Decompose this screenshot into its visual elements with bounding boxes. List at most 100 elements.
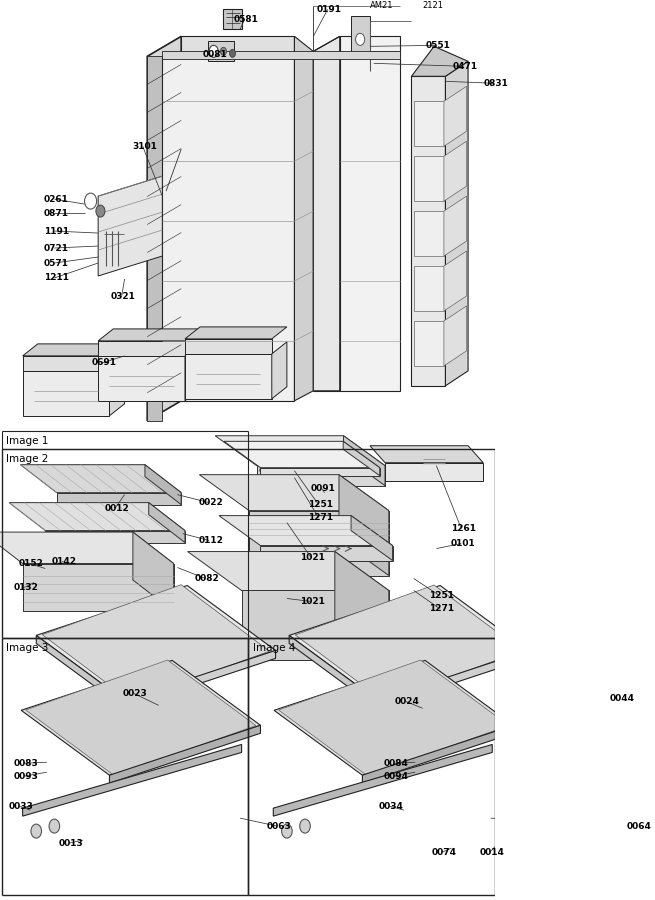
Circle shape bbox=[49, 819, 60, 833]
Text: 0831: 0831 bbox=[483, 79, 508, 88]
Polygon shape bbox=[411, 46, 468, 76]
Text: 0142: 0142 bbox=[51, 557, 77, 566]
Text: 0871: 0871 bbox=[44, 209, 69, 218]
Polygon shape bbox=[23, 744, 242, 816]
Circle shape bbox=[221, 48, 227, 55]
Polygon shape bbox=[444, 196, 466, 256]
Polygon shape bbox=[43, 585, 269, 701]
Text: 0191: 0191 bbox=[317, 4, 342, 13]
Text: 1271: 1271 bbox=[429, 604, 454, 613]
Polygon shape bbox=[249, 510, 389, 575]
Text: 0013: 0013 bbox=[59, 839, 84, 848]
Polygon shape bbox=[377, 651, 529, 708]
Text: 0094: 0094 bbox=[384, 771, 409, 780]
Polygon shape bbox=[295, 585, 523, 701]
Polygon shape bbox=[98, 176, 162, 276]
Circle shape bbox=[31, 824, 41, 838]
Polygon shape bbox=[273, 744, 493, 816]
Text: 0261: 0261 bbox=[44, 194, 69, 203]
Text: 1211: 1211 bbox=[44, 274, 69, 283]
Polygon shape bbox=[414, 266, 444, 310]
Text: 1021: 1021 bbox=[301, 553, 326, 562]
Polygon shape bbox=[23, 371, 109, 416]
Polygon shape bbox=[261, 468, 380, 476]
Polygon shape bbox=[36, 635, 124, 708]
Polygon shape bbox=[185, 327, 287, 339]
Text: 1261: 1261 bbox=[451, 524, 476, 533]
Polygon shape bbox=[242, 590, 389, 661]
Polygon shape bbox=[149, 502, 185, 543]
Polygon shape bbox=[224, 441, 380, 468]
Polygon shape bbox=[351, 16, 370, 57]
Text: 0033: 0033 bbox=[9, 802, 34, 811]
Polygon shape bbox=[272, 342, 287, 399]
Polygon shape bbox=[147, 36, 181, 421]
Text: Image 3: Image 3 bbox=[6, 644, 48, 653]
Text: 1191: 1191 bbox=[44, 227, 69, 236]
Polygon shape bbox=[295, 36, 313, 400]
Text: 0551: 0551 bbox=[426, 40, 451, 50]
Text: 1251: 1251 bbox=[429, 591, 454, 600]
Text: 0081: 0081 bbox=[202, 50, 227, 58]
Text: 0044: 0044 bbox=[609, 694, 634, 703]
Text: 0093: 0093 bbox=[14, 771, 39, 780]
Polygon shape bbox=[223, 9, 242, 30]
Polygon shape bbox=[208, 41, 234, 61]
Polygon shape bbox=[185, 339, 272, 354]
Text: 0022: 0022 bbox=[198, 498, 223, 507]
Polygon shape bbox=[529, 559, 548, 662]
Circle shape bbox=[84, 194, 97, 209]
Polygon shape bbox=[343, 441, 380, 476]
Polygon shape bbox=[23, 344, 124, 356]
Text: 0152: 0152 bbox=[19, 559, 44, 568]
Text: 3101: 3101 bbox=[132, 141, 157, 150]
Polygon shape bbox=[261, 545, 392, 561]
Text: 1271: 1271 bbox=[308, 513, 333, 522]
Text: AM21: AM21 bbox=[370, 1, 394, 10]
Text: Image 4: Image 4 bbox=[253, 644, 295, 653]
Polygon shape bbox=[187, 552, 389, 590]
Polygon shape bbox=[199, 474, 389, 510]
Text: 0091: 0091 bbox=[311, 484, 336, 493]
Text: 0064: 0064 bbox=[627, 822, 652, 831]
Polygon shape bbox=[185, 344, 200, 400]
Polygon shape bbox=[109, 725, 261, 783]
Text: 0014: 0014 bbox=[479, 848, 504, 857]
Circle shape bbox=[356, 33, 365, 45]
Polygon shape bbox=[278, 660, 509, 776]
Circle shape bbox=[96, 205, 105, 217]
Polygon shape bbox=[340, 36, 400, 391]
Polygon shape bbox=[414, 157, 444, 201]
Polygon shape bbox=[124, 651, 276, 708]
Text: 2121: 2121 bbox=[422, 1, 444, 10]
Polygon shape bbox=[98, 356, 185, 400]
Text: 1251: 1251 bbox=[308, 500, 333, 509]
Polygon shape bbox=[370, 446, 483, 463]
Polygon shape bbox=[362, 725, 514, 783]
Polygon shape bbox=[414, 321, 444, 365]
Polygon shape bbox=[21, 661, 261, 775]
Polygon shape bbox=[20, 464, 181, 492]
Text: 0024: 0024 bbox=[395, 697, 420, 706]
Polygon shape bbox=[414, 102, 444, 146]
Polygon shape bbox=[185, 354, 272, 399]
Polygon shape bbox=[289, 586, 529, 700]
Polygon shape bbox=[529, 551, 548, 571]
Polygon shape bbox=[162, 51, 400, 59]
Polygon shape bbox=[257, 465, 385, 486]
Polygon shape bbox=[445, 61, 468, 386]
Polygon shape bbox=[109, 359, 124, 416]
Circle shape bbox=[209, 45, 218, 58]
Text: 0571: 0571 bbox=[44, 258, 69, 267]
Text: Image 2: Image 2 bbox=[6, 454, 48, 464]
Text: 0023: 0023 bbox=[123, 688, 148, 698]
Text: 0581: 0581 bbox=[234, 15, 259, 24]
Text: 0034: 0034 bbox=[379, 802, 404, 811]
Polygon shape bbox=[444, 251, 466, 310]
Text: Image 1: Image 1 bbox=[6, 436, 48, 446]
Text: 0471: 0471 bbox=[453, 62, 478, 71]
Text: 0084: 0084 bbox=[384, 759, 409, 768]
Polygon shape bbox=[45, 531, 185, 543]
Polygon shape bbox=[219, 516, 392, 545]
Text: 0721: 0721 bbox=[44, 244, 69, 253]
